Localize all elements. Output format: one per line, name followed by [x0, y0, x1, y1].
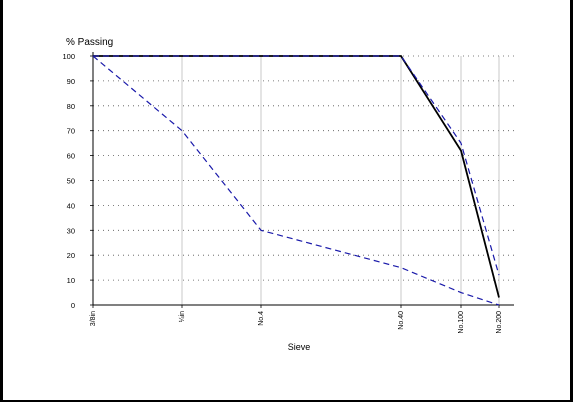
y-tick-label: 0	[71, 301, 75, 310]
y-tick-label: 100	[62, 52, 75, 61]
x-tick-label: 3/8in	[90, 311, 97, 326]
y-tick-label: 40	[67, 201, 75, 210]
x-tick-label: ¼in	[179, 311, 186, 322]
x-tick-label: No.40	[398, 311, 405, 330]
y-tick-label: 80	[67, 102, 75, 111]
x-tick-label: No.200	[496, 311, 503, 334]
grid	[93, 55, 514, 305]
y-tick-label: 60	[67, 152, 75, 161]
gradation-chart: % Passing Sieve 0 10 20 30 40 50 60 70 80 90 100 3/…	[62, 37, 514, 352]
y-axis-label: % Passing	[66, 37, 113, 48]
axes	[90, 52, 514, 308]
y-tick-label: 30	[67, 226, 75, 235]
y-tick-label: 70	[67, 127, 75, 136]
series-line-2	[93, 55, 500, 276]
x-tick-label: No.4	[258, 311, 265, 326]
series-lines	[92, 55, 500, 306]
tick-labels: 0 10 20 30 40 50 60 70 80 90 100 3/8in ¼in No.4 No.40 N…	[62, 52, 503, 334]
y-tick-label: 20	[67, 251, 75, 260]
y-tick-label: 50	[67, 177, 75, 186]
x-tick-label: No.100	[458, 311, 465, 334]
series-line-3	[92, 55, 500, 306]
y-tick-label: 90	[67, 77, 75, 86]
series-line-1	[93, 55, 500, 298]
x-axis-label: Sieve	[288, 342, 311, 352]
y-tick-label: 10	[67, 276, 75, 285]
